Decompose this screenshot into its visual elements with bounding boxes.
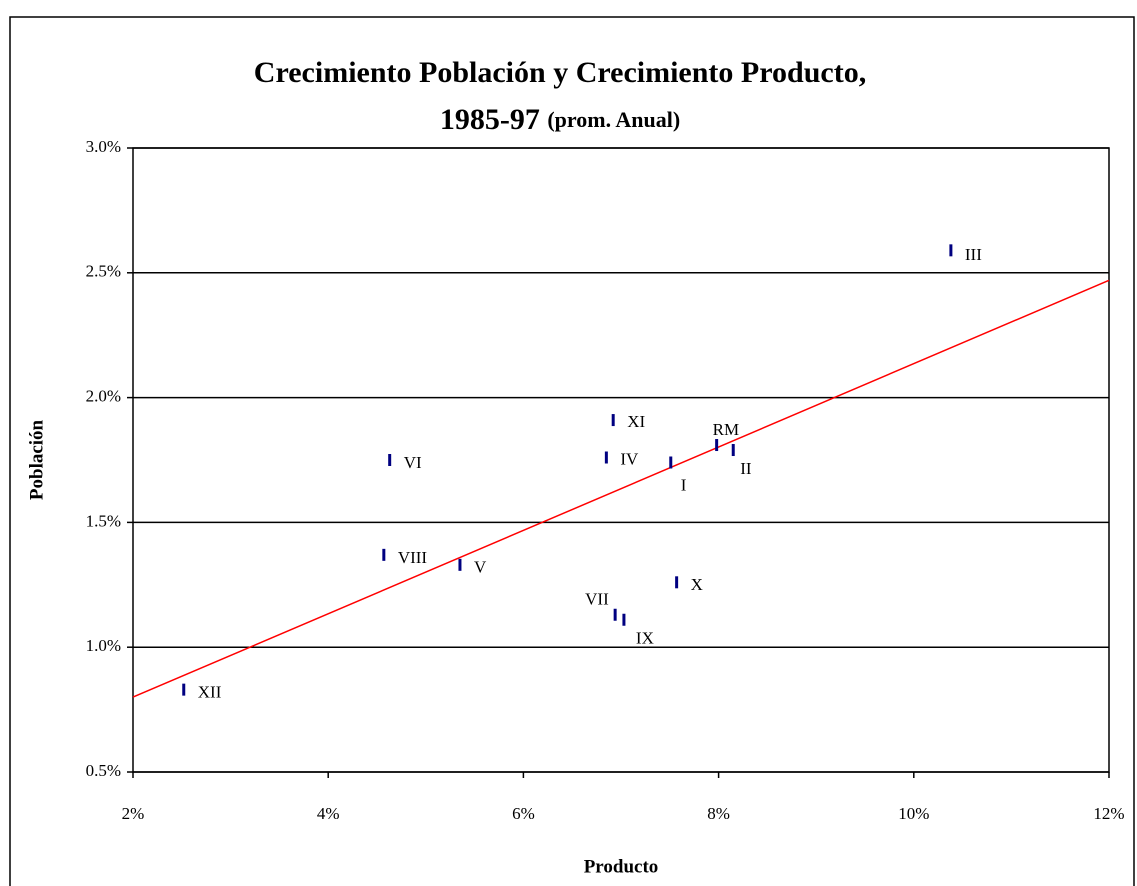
point-label: II [740, 459, 752, 478]
point-label: III [965, 245, 982, 264]
y-tick-label: 1.5% [86, 511, 121, 530]
point-label: IX [636, 629, 654, 648]
point-label: X [691, 575, 703, 594]
y-tick-label: 3.0% [86, 137, 121, 156]
trend-line [132, 279, 1110, 698]
x-tick-label: 10% [898, 804, 929, 823]
point-label: IV [620, 449, 639, 468]
point-label: XII [198, 683, 222, 702]
chart-title: 1985-97 (prom. Anual) [440, 103, 680, 136]
point-label: V [474, 558, 487, 577]
chart-title: Crecimiento Población y Crecimiento Prod… [254, 56, 866, 89]
y-tick-label: 2.5% [86, 262, 121, 281]
point-label: VII [585, 590, 609, 609]
x-tick-label: 6% [512, 804, 535, 823]
point-label: VIII [398, 548, 428, 567]
point-label: RM [713, 420, 739, 439]
y-tick-label: 2.0% [86, 387, 121, 406]
chart-subtitle: (prom. Anual) [547, 107, 680, 132]
chart-title: 1985-97 [440, 103, 540, 136]
point-label: I [681, 475, 687, 494]
y-tick-label: 0.5% [86, 761, 121, 780]
y-tick-label: 1.0% [86, 636, 121, 655]
x-axis-label: Producto [584, 856, 659, 877]
chart-frame [9, 16, 1135, 886]
point-label: XI [627, 412, 645, 431]
y-axis-label: Población [26, 419, 47, 500]
x-tick-label: 4% [317, 804, 340, 823]
plot-area [132, 147, 1110, 773]
x-tick-label: 12% [1093, 804, 1124, 823]
x-tick-label: 8% [707, 804, 730, 823]
x-tick-label: 2% [122, 804, 145, 823]
point-label: VI [404, 453, 422, 472]
